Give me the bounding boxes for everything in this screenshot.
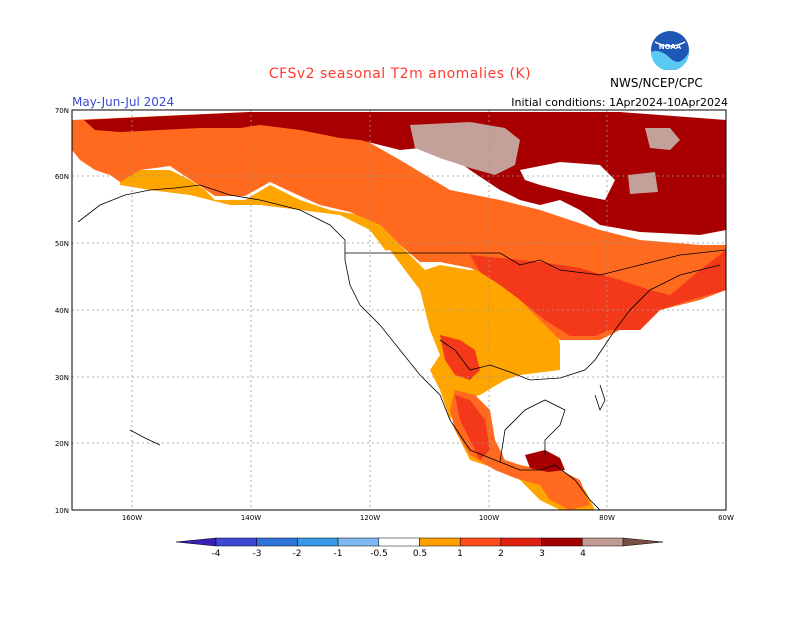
colorbar-swatch [297, 537, 339, 547]
colorbar-swatch [582, 537, 624, 547]
colorbar-label: -3 [253, 549, 262, 559]
map-border [71, 109, 727, 511]
colorbar-labels: -4 -3 -2 -1 -0.5 0.5 1 2 3 4 [212, 549, 587, 559]
colorbar-label: -0.5 [370, 549, 388, 559]
noaa-logo: NOAA [651, 31, 689, 70]
colorbar-label: 0.5 [413, 549, 427, 559]
anomaly-region-4-east [645, 128, 680, 150]
lon-label: 100W [479, 514, 499, 522]
colorbar-swatch [459, 537, 502, 547]
anomaly-region-3-mex [525, 450, 565, 472]
lon-label: 160W [122, 514, 142, 522]
colorbar-label: 2 [498, 549, 504, 559]
colorbar-swatch [419, 537, 461, 547]
colorbar-arrow-left [175, 537, 217, 547]
color-legend [175, 537, 664, 547]
map-title: CFSv2 seasonal T2m anomalies (K) [268, 66, 532, 82]
colorbar-label: 4 [580, 549, 586, 559]
lat-label: 50N [55, 240, 69, 248]
neutral-region-west [340, 250, 430, 340]
lat-labels: 70N 60N 50N 40N 30N 20N 10N [55, 107, 69, 515]
anomaly-region-4-lab [628, 172, 658, 194]
anomaly-region-2 [470, 250, 726, 336]
lon-label: 60W [718, 514, 734, 522]
lat-label: 30N [55, 374, 69, 382]
logo-text: NOAA [659, 43, 682, 51]
lon-label: 80W [599, 514, 615, 522]
graticule [72, 110, 726, 510]
lon-label: 120W [360, 514, 380, 522]
lon-labels: 160W 140W 120W 100W 80W 60W [122, 514, 734, 522]
colorbar-swatch [378, 537, 420, 547]
colorbar-label: -4 [212, 549, 221, 559]
lon-label: 140W [241, 514, 261, 522]
colorbar-swatch [500, 537, 542, 547]
colorbar-swatch [337, 537, 380, 547]
neutral-region-hudson [520, 162, 615, 200]
colorbar-swatch [215, 537, 257, 547]
colorbar-swatch [541, 537, 583, 547]
colorbar-label: 1 [457, 549, 463, 559]
colorbar-label: -1 [334, 549, 343, 559]
lat-label: 70N [55, 107, 69, 115]
anomaly-region-2-mex [455, 395, 490, 460]
lat-label: 10N [55, 507, 69, 515]
forecast-period: May-Jun-Jul 2024 [72, 95, 175, 109]
anomaly-region-3 [84, 112, 726, 235]
colorbar-swatch [256, 537, 298, 547]
lat-label: 60N [55, 173, 69, 181]
colorbar-arrow-right [622, 537, 664, 547]
lat-label: 40N [55, 307, 69, 315]
initial-conditions: Initial conditions: 1Apr2024-10Apr2024 [511, 96, 728, 109]
anomaly-region-4 [410, 122, 520, 175]
lat-label: 20N [55, 440, 69, 448]
agency-label: NWS/NCEP/CPC [610, 76, 703, 90]
colorbar-label: -2 [293, 549, 302, 559]
colorbar-label: 3 [539, 549, 545, 559]
coastlines [77, 184, 726, 510]
